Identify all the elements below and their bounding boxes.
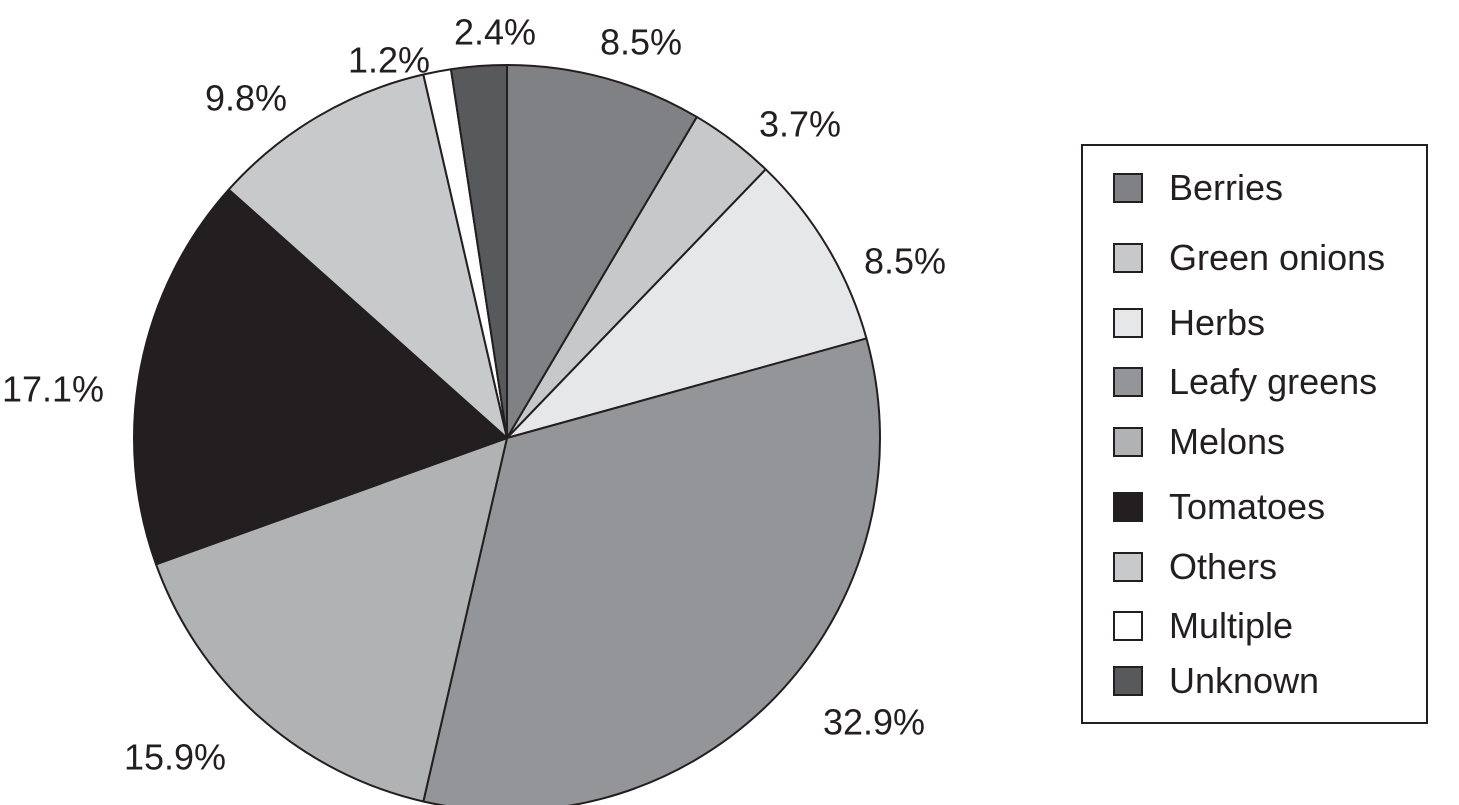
- legend-item-tomatoes: Tomatoes: [1113, 486, 1326, 527]
- legend-swatch-others: [1113, 552, 1143, 582]
- legend-label-unknown: Unknown: [1169, 660, 1320, 701]
- legend-item-others: Others: [1113, 546, 1278, 587]
- legend-swatch-green-onions: [1113, 243, 1143, 273]
- value-label-green-onions: 3.7%: [759, 104, 841, 145]
- value-label-berries: 8.5%: [600, 22, 682, 63]
- value-label-herbs: 8.5%: [864, 241, 946, 282]
- legend-label-melons: Melons: [1169, 421, 1286, 462]
- legend-swatch-unknown: [1113, 666, 1143, 696]
- value-label-multiple: 1.2%: [348, 40, 430, 81]
- legend-swatch-leafy-greens: [1113, 367, 1143, 397]
- legend-label-multiple: Multiple: [1169, 605, 1294, 646]
- pie-slice-melons: [155, 437, 508, 803]
- legend-item-herbs: Herbs: [1113, 302, 1266, 343]
- legend-item-green-onions: Green onions: [1113, 237, 1386, 278]
- legend-item-multiple: Multiple: [1113, 605, 1294, 646]
- legend-label-herbs: Herbs: [1169, 302, 1266, 343]
- value-label-others: 9.8%: [205, 78, 287, 119]
- chart-legend: Berries Green onions Herbs Leafy greens …: [1081, 144, 1428, 724]
- value-label-tomatoes: 17.1%: [2, 369, 104, 410]
- pie-slice-tomatoes: [132, 188, 508, 566]
- legend-label-leafy-greens: Leafy greens: [1169, 361, 1378, 402]
- pie-slice-herbs: [506, 168, 868, 439]
- pie-slices: [132, 64, 881, 805]
- pie-value-labels: 8.5% 3.7% 8.5% 32.9% 15.9% 17.1% 9.8% 1.2% 2.4%: [2, 12, 946, 778]
- legend-item-unknown: Unknown: [1113, 660, 1320, 701]
- legend-swatch-tomatoes: [1113, 492, 1143, 522]
- legend-label-tomatoes: Tomatoes: [1169, 486, 1326, 527]
- legend-item-leafy-greens: Leafy greens: [1113, 361, 1378, 402]
- legend-swatch-melons: [1113, 427, 1143, 457]
- legend-label-green-onions: Green onions: [1169, 237, 1386, 278]
- pie-slice-leafy-greens: [422, 337, 881, 805]
- value-label-melons: 15.9%: [124, 737, 226, 778]
- legend-label-others: Others: [1169, 546, 1278, 587]
- legend-swatch-multiple: [1113, 611, 1143, 641]
- legend-swatch-berries: [1113, 173, 1143, 203]
- legend-item-melons: Melons: [1113, 421, 1286, 462]
- pie-slice-unknown: [449, 64, 508, 439]
- legend-item-berries: Berries: [1113, 167, 1284, 208]
- legend-swatch-herbs: [1113, 308, 1143, 338]
- value-label-leafy-greens: 32.9%: [823, 702, 925, 743]
- legend-label-berries: Berries: [1169, 167, 1284, 208]
- value-label-unknown: 2.4%: [454, 12, 536, 53]
- pie-slice-others: [227, 73, 508, 439]
- pie-slice-berries: [506, 64, 698, 439]
